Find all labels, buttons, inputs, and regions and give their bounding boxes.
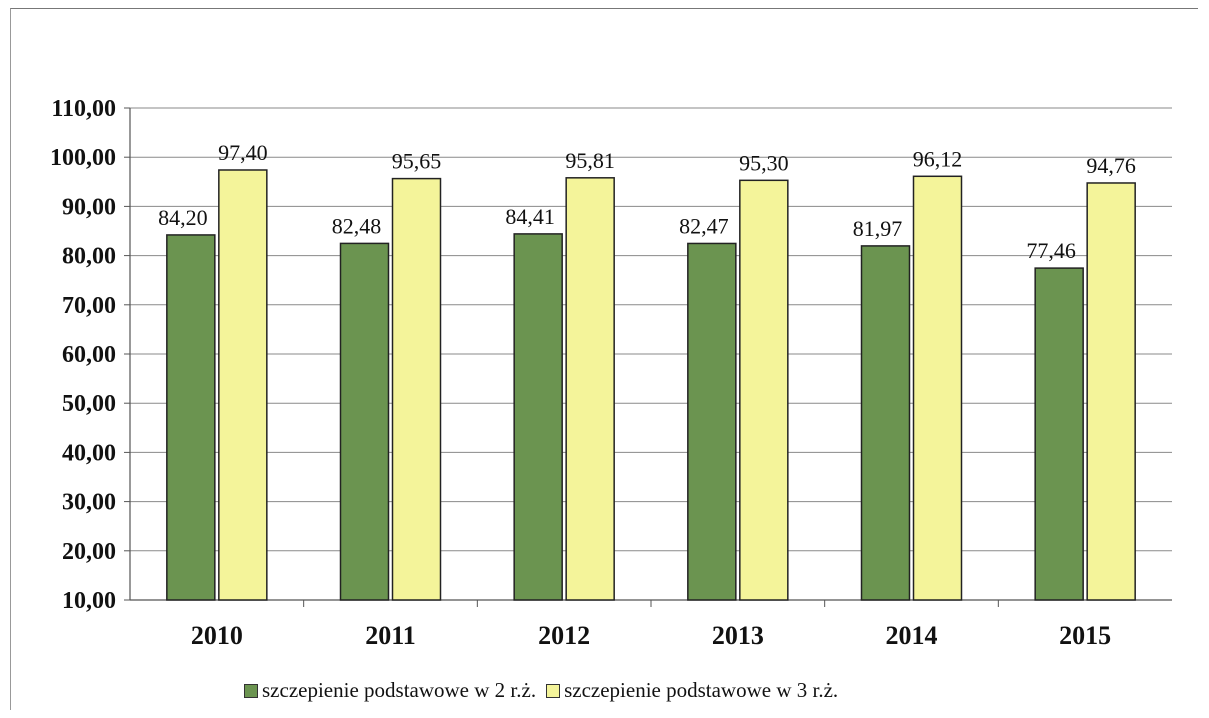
y-tick-label: 60,00 (62, 342, 116, 368)
data-label-series-1: 82,47 (679, 213, 729, 238)
legend-label-series-2: szczepienie podstawowe w 3 r.ż. (564, 678, 839, 702)
bar-series-1 (687, 242, 737, 601)
x-tick-label: 2011 (365, 621, 416, 650)
bar-series-1 (860, 245, 911, 601)
x-tick-label: 2014 (886, 621, 938, 650)
x-tick-label: 2012 (538, 621, 590, 650)
y-tick-label: 80,00 (62, 244, 116, 270)
bar-series-2 (391, 177, 442, 601)
data-label-series-2: 94,76 (1086, 153, 1136, 178)
x-tick-label: 2015 (1059, 621, 1111, 650)
bar-series-2 (739, 179, 789, 601)
bar-series-1 (513, 233, 563, 601)
x-tick-label: 2010 (191, 621, 243, 650)
bar-series-2 (565, 177, 615, 601)
y-tick-label: 110,00 (51, 96, 116, 122)
data-label-series-1: 82,48 (332, 213, 382, 238)
bar-series-1 (1034, 267, 1084, 601)
legend: szczepienie podstawowe w 2 r.ż. szczepie… (244, 678, 848, 703)
y-tick-label: 30,00 (62, 490, 116, 516)
y-tick-label: 70,00 (62, 293, 116, 319)
data-label-series-1: 77,46 (1026, 238, 1076, 263)
data-label-series-1: 81,97 (853, 216, 903, 241)
data-label-series-1: 84,20 (158, 205, 208, 230)
legend-label-series-1: szczepienie podstawowe w 2 r.ż. (262, 678, 537, 702)
x-tick-label: 2013 (712, 621, 764, 650)
bar-series-2 (218, 169, 268, 601)
data-label-series-2: 96,12 (913, 146, 963, 171)
legend-swatch-series-1 (244, 683, 258, 698)
data-label-series-2: 95,81 (565, 148, 615, 173)
y-tick-label: 90,00 (62, 194, 116, 220)
bar-series-2 (1086, 182, 1136, 601)
y-tick-label: 20,00 (62, 539, 116, 565)
bar-series-2 (912, 175, 963, 601)
bar-series-1 (166, 234, 216, 601)
bar-series-1 (339, 242, 390, 601)
y-tick-label: 100,00 (50, 145, 116, 171)
chart-frame (10, 8, 1198, 710)
legend-item-series-2: szczepienie podstawowe w 3 r.ż. (546, 678, 838, 703)
data-label-series-2: 95,65 (392, 149, 442, 174)
data-label-series-2: 95,30 (739, 150, 789, 175)
legend-swatch-series-2 (546, 683, 561, 698)
data-label-series-2: 97,40 (218, 140, 268, 165)
y-tick-label: 50,00 (62, 391, 116, 417)
legend-item-series-1: szczepienie podstawowe w 2 r.ż. (244, 678, 536, 703)
data-label-series-1: 84,41 (505, 204, 555, 229)
y-tick-label: 40,00 (62, 440, 116, 466)
y-tick-label: 10,00 (62, 588, 116, 614)
